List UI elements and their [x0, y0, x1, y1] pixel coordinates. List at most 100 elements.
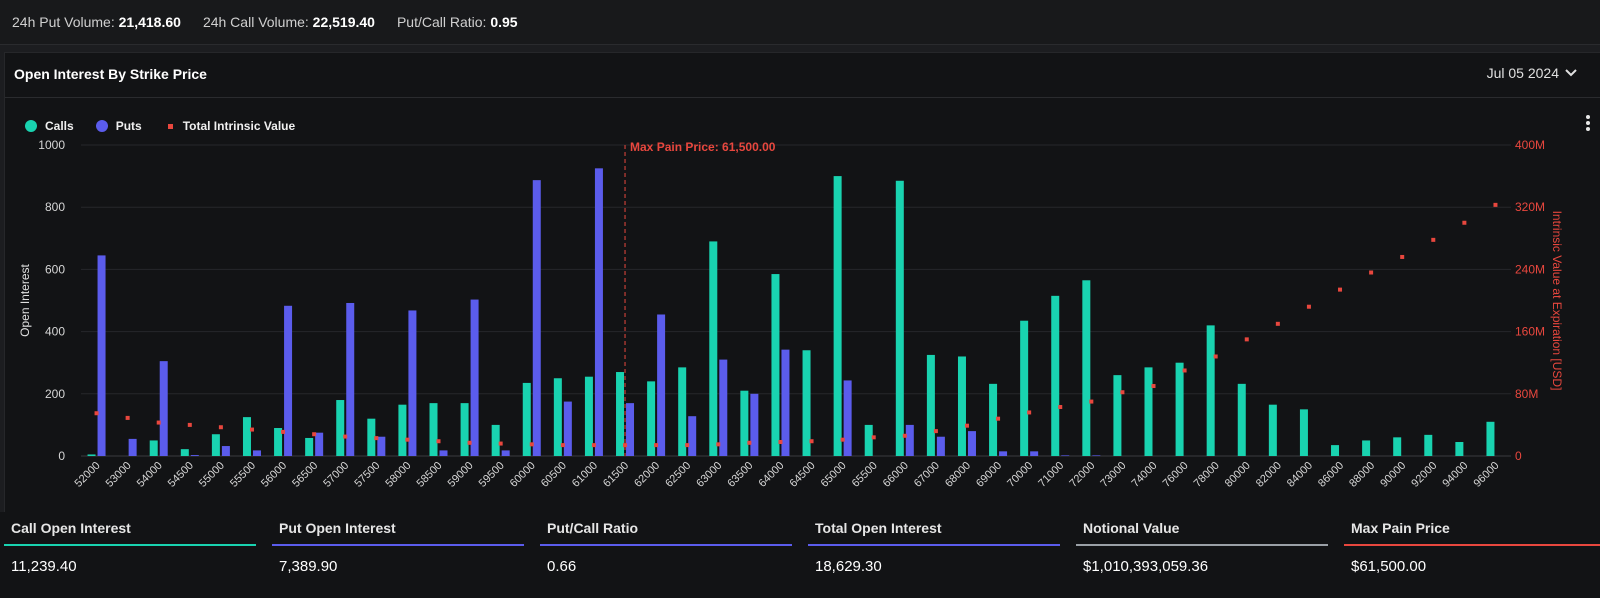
x-tick-label: 58500 — [415, 460, 445, 490]
intrinsic-value-point — [1275, 321, 1280, 326]
x-tick-label: 65000 — [819, 460, 849, 490]
x-tick-label: 60500 — [539, 460, 569, 490]
y-tick-label: 600 — [45, 262, 65, 276]
metric-value: 11,239.40 — [11, 558, 77, 575]
put-call-ratio-stat: Put/Call Ratio: 0.95 — [397, 14, 518, 30]
call-bar — [895, 180, 904, 456]
x-tick-label: 57500 — [352, 460, 382, 490]
x-tick-label: 69000 — [974, 460, 1004, 490]
metric-underline — [540, 544, 792, 546]
x-tick-label: 74000 — [1130, 460, 1160, 490]
call-bar — [87, 454, 96, 456]
metric-label: Call Open Interest — [11, 520, 131, 536]
intrinsic-value-point — [1089, 399, 1094, 404]
put-bar — [252, 450, 261, 456]
call-bar — [1020, 320, 1029, 456]
call-bar — [305, 437, 314, 456]
put-bar — [470, 299, 479, 456]
intrinsic-value-point — [374, 436, 379, 441]
call-bar — [833, 176, 842, 456]
put-bar — [1030, 451, 1039, 456]
call-bar — [926, 354, 935, 456]
intrinsic-value-point — [1462, 220, 1467, 225]
x-tick-label: 71000 — [1036, 460, 1066, 490]
metric-underline — [1076, 544, 1328, 546]
call-bar — [1144, 367, 1153, 456]
put-bar — [594, 168, 603, 456]
call-bar — [1051, 295, 1060, 456]
metric-label: Max Pain Price — [1351, 520, 1450, 536]
call-bar — [709, 241, 718, 456]
chevron-down-icon — [1565, 69, 1577, 77]
y2-tick-label: 80M — [1515, 387, 1538, 401]
expiry-date-select[interactable]: Jul 05 2024 — [1487, 65, 1577, 81]
intrinsic-value-point — [716, 442, 721, 447]
call-bar — [740, 390, 749, 456]
metric-underline — [4, 544, 256, 546]
call-bar — [1113, 375, 1122, 456]
put-bar — [781, 349, 790, 456]
panel-header: Open Interest By Strike Price Jul 05 202… — [5, 53, 1600, 98]
metric-put-call-ratio: Put/Call Ratio 0.66 — [540, 520, 792, 575]
intrinsic-value-point — [902, 433, 907, 438]
x-tick-label: 63000 — [694, 460, 724, 490]
x-tick-label: 96000 — [1471, 460, 1501, 490]
metric-value: 0.66 — [547, 558, 577, 575]
call-bar — [1299, 409, 1308, 456]
y2-tick-label: 240M — [1515, 262, 1545, 276]
metric-put-open-interest: Put Open Interest 7,389.90 — [272, 520, 524, 575]
open-interest-chart: 0 200 400 600 800 1000 0 80M 160M 240M 320M 400M Ope… — [18, 138, 1564, 490]
x-tick-label: 53000 — [104, 460, 134, 490]
intrinsic-value-point — [964, 423, 969, 428]
put-bar — [97, 255, 106, 456]
x-tick-label: 54500 — [166, 460, 196, 490]
x-tick-label: 56000 — [259, 460, 289, 490]
intrinsic-value-point — [1182, 368, 1187, 373]
call-bar — [1486, 421, 1495, 456]
intrinsic-value-point — [685, 443, 690, 448]
intrinsic-value-point — [933, 429, 938, 434]
call-bar — [1175, 362, 1184, 456]
y-tick-label: 0 — [58, 449, 65, 463]
intrinsic-value-point — [312, 432, 317, 437]
x-tick-label: 73000 — [1098, 460, 1128, 490]
legend-item-puts[interactable]: Puts — [95, 119, 142, 133]
x-tick-label: 78000 — [1192, 460, 1222, 490]
x-tick-label: 84000 — [1285, 460, 1315, 490]
put-bar — [905, 424, 914, 456]
call-bar — [678, 367, 687, 456]
intrinsic-value-point — [1493, 202, 1498, 207]
y2-axis-title: Intrinsic Value at Expiration [USD] — [1550, 211, 1564, 391]
kebab-menu-icon[interactable] — [1580, 113, 1596, 135]
call-volume-stat: 24h Call Volume: 22,519.40 — [203, 14, 375, 30]
call-bar — [149, 440, 158, 456]
x-tick-label: 92000 — [1409, 460, 1439, 490]
intrinsic-value-point — [529, 442, 534, 447]
legend-item-intrinsic[interactable]: Total Intrinsic Value — [164, 119, 295, 133]
intrinsic-value-point — [187, 422, 192, 427]
open-interest-panel: Open Interest By Strike Price Jul 05 202… — [4, 52, 1600, 598]
metric-call-open-interest: Call Open Interest 11,239.40 — [4, 520, 256, 575]
x-tick-label: 65500 — [850, 460, 880, 490]
x-tick-label: 58000 — [383, 460, 413, 490]
intrinsic-value-point — [1058, 405, 1063, 410]
legend-item-calls[interactable]: Calls — [25, 119, 74, 133]
intrinsic-value-point — [249, 427, 254, 432]
intrinsic-value-point — [1400, 254, 1405, 259]
intrinsic-value-point — [747, 440, 752, 445]
call-bar — [1331, 445, 1340, 456]
intrinsic-value-point — [498, 441, 503, 446]
put-bar — [688, 416, 697, 456]
put-bar — [999, 451, 1008, 456]
metric-label: Put/Call Ratio — [547, 520, 639, 536]
intrinsic-value-point — [94, 411, 99, 416]
metric-value: $61,500.00 — [1351, 558, 1427, 575]
x-tick-label: 88000 — [1347, 460, 1377, 490]
intrinsic-value-point — [996, 416, 1001, 421]
expiry-date-value: Jul 05 2024 — [1486, 65, 1559, 81]
call-bar — [1237, 383, 1246, 456]
intrinsic-value-point — [871, 435, 876, 440]
intrinsic-value-point — [560, 443, 565, 448]
x-tick-label: 70000 — [1005, 460, 1035, 490]
put-bar — [501, 450, 510, 456]
